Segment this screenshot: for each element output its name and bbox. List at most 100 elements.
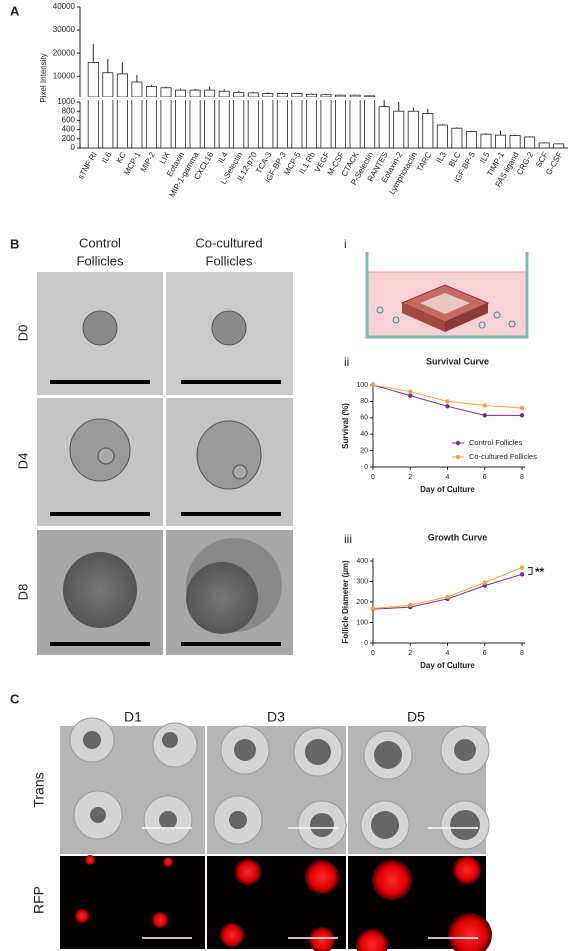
bar <box>349 100 361 148</box>
bar <box>364 100 376 148</box>
bar <box>422 113 434 148</box>
data-point <box>408 602 413 608</box>
x-tick-label: 8 <box>520 650 524 657</box>
data-point <box>370 382 376 388</box>
bar <box>87 100 99 148</box>
bar <box>320 100 332 148</box>
data-point <box>482 580 487 585</box>
data-point <box>408 393 413 398</box>
bar <box>291 100 303 148</box>
bar <box>364 95 376 97</box>
bar <box>378 106 390 148</box>
data-point <box>370 606 376 611</box>
y-tick-label: 80 <box>360 398 368 405</box>
series-line <box>372 567 523 610</box>
bar <box>87 61 99 97</box>
panel-label: B <box>10 236 19 251</box>
bar <box>102 72 114 97</box>
data-point <box>445 399 450 404</box>
x-tick-label: 0 <box>371 474 375 481</box>
sub-label: i <box>344 237 347 251</box>
panel-label: A <box>10 3 20 18</box>
y-tick-label: 20000 <box>53 48 76 57</box>
micrograph <box>60 717 492 951</box>
sub-label: iii <box>344 532 352 546</box>
row-label: D4 <box>15 453 30 470</box>
row-label: D8 <box>15 584 30 601</box>
bar <box>204 89 216 97</box>
bar <box>393 110 405 148</box>
legend-marker <box>455 440 461 446</box>
row-label: RFP <box>31 886 47 914</box>
x-tick-label: sTNF RI <box>76 151 99 181</box>
bar <box>524 136 536 148</box>
x-tick-label: IL6 <box>100 150 114 165</box>
y-tick-label: 0 <box>364 464 368 471</box>
x-tick-label: 0 <box>371 650 375 657</box>
y-tick-label: 100 <box>356 619 368 626</box>
bar <box>509 135 521 148</box>
y-tick-label: 30000 <box>53 25 76 34</box>
y-tick-label: 0 <box>71 143 76 152</box>
y-axis-label: Pixel Intensity <box>39 53 48 102</box>
data-point <box>445 404 450 409</box>
data-point <box>482 583 487 588</box>
y-tick-label: 20 <box>360 447 368 454</box>
bar <box>160 100 172 148</box>
bar <box>451 127 463 148</box>
bar <box>407 110 419 148</box>
x-tick-label: 2 <box>408 474 412 481</box>
data-point <box>519 413 525 418</box>
y-tick-label: 100 <box>356 382 368 389</box>
schematic <box>365 252 529 339</box>
bar <box>189 89 201 97</box>
data-point <box>408 389 413 394</box>
panel-label: C <box>10 691 20 706</box>
bar <box>145 100 157 148</box>
legend-label: Co-cultured Follicles <box>469 452 537 461</box>
y-tick-label: 600 <box>62 116 76 125</box>
bar <box>102 100 114 148</box>
data-point <box>482 413 487 418</box>
x-tick-label: 4 <box>446 650 450 657</box>
bar <box>465 131 477 148</box>
column-header: Follicles <box>206 253 253 268</box>
bar <box>131 100 143 148</box>
y-tick-label: 400 <box>62 125 76 134</box>
bar <box>262 93 274 97</box>
data-point <box>482 403 487 408</box>
y-axis-label: Follicle Diameter (µm) <box>341 560 350 644</box>
bar <box>335 100 347 148</box>
data-point <box>445 594 450 600</box>
x-tick-label: IL3 <box>435 150 449 165</box>
x-tick-label: 4 <box>446 474 450 481</box>
bar <box>436 124 448 148</box>
bar <box>291 93 303 97</box>
data-point <box>519 572 525 577</box>
bar <box>145 86 157 97</box>
y-tick-label: 800 <box>62 106 76 115</box>
row-label: Trans <box>31 772 47 807</box>
bar <box>305 93 317 97</box>
bar <box>276 100 288 148</box>
bar <box>233 100 245 148</box>
bar <box>175 89 187 97</box>
column-header: D5 <box>407 709 425 725</box>
x-tick-label: KC <box>115 150 128 164</box>
bar <box>276 93 288 97</box>
y-tick-label: 400 <box>356 558 368 565</box>
data-point <box>519 405 525 411</box>
y-tick-label: 300 <box>356 578 368 585</box>
bar <box>189 100 201 148</box>
x-tick-label: 2 <box>408 650 412 657</box>
data-point <box>519 565 525 570</box>
x-tick-label: 6 <box>483 474 487 481</box>
x-tick-label: IL4 <box>216 150 230 165</box>
bar <box>305 100 317 148</box>
bar <box>175 100 187 148</box>
y-tick-label: 40 <box>360 431 368 438</box>
bar <box>262 100 274 148</box>
row-label: D0 <box>15 325 30 342</box>
bar <box>553 143 565 148</box>
